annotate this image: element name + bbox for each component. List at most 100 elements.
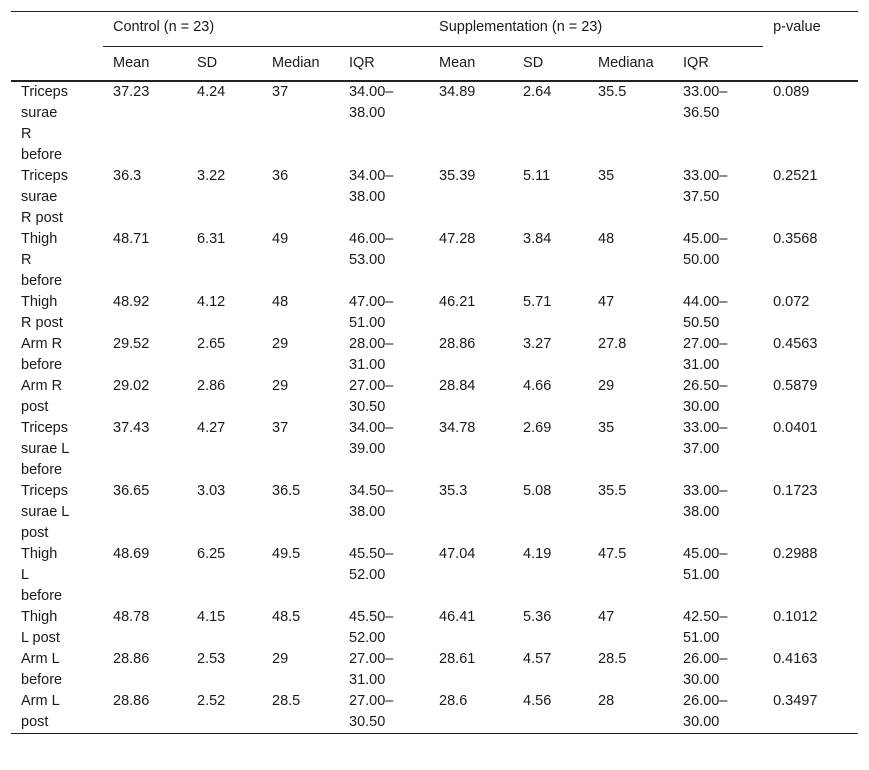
control-mean-cell: 28.86 [113,693,150,709]
supplementation-iqr-cell-line: 50.50 [683,315,720,331]
control-mean-cell: 48.71 [113,231,150,247]
control-sd-cell: 4.12 [197,294,226,310]
supplementation-iqr-cell-line: 26.00– [683,693,728,709]
supplementation-mean-cell: 46.21 [439,294,476,310]
supplementation-mean-cell: 46.41 [439,609,476,625]
table-row: Arm L post 28.86 2.52 28.5 27.00– 30.50 28.6 4.5… [11,691,858,734]
supplementation-mean-cell: 28.84 [439,378,476,394]
row-label: Triceps surae L post [11,481,103,544]
header-empty-cell [11,12,103,47]
control-sd-cell: 2.86 [197,378,226,394]
row-label-line: before [21,672,63,688]
control-mean-cell: 48.92 [113,294,150,310]
supplementation-iqr-cell: 33.00– 37.00 [673,418,763,481]
control-sd-cell: 3.22 [197,168,226,184]
supplementation-median-header: Mediana [588,46,674,82]
supplementation-iqr-cell-line: 37.50 [683,189,720,205]
supplementation-iqr-cell-line: 38.00 [683,504,720,520]
row-label: Arm L before [11,649,103,691]
supplementation-iqr-cell-line: 33.00– [683,168,728,184]
control-iqr-cell: 27.00– 31.00 [339,649,429,691]
control-iqr-cell: 46.00– 53.00 [339,229,429,292]
supplementation-iqr-cell-line: 30.00 [683,672,720,688]
control-iqr-cell-line: 46.00– [349,231,394,247]
row-label-line: surae [21,189,58,205]
row-label-line: surae L [21,504,70,520]
supplementation-mean-cell: 28.86 [439,336,476,352]
control-iqr-cell-line: 38.00 [349,504,386,520]
control-sd-cell: 3.03 [197,483,226,499]
control-mean-cell: 48.69 [113,546,150,562]
row-label-line: R post [21,210,63,226]
control-mean-cell: 28.86 [113,651,150,667]
supplementation-median-cell: 48 [598,231,615,247]
supplementation-mean-cell: 47.28 [439,231,476,247]
supplementation-iqr-cell: 26.00– 30.00 [673,649,763,691]
control-median-cell: 48.5 [272,609,301,625]
pvalue-cell: 0.1723 [773,483,818,499]
row-label: Arm R post [11,376,103,418]
row-label-line: Arm L [21,693,60,709]
control-mean-cell: 37.23 [113,84,150,100]
row-label-line: R [21,126,32,142]
pvalue-cell: 0.5879 [773,378,818,394]
supplementation-median-cell: 28.5 [598,651,627,667]
supplementation-iqr-cell-line: 45.00– [683,546,728,562]
header-sub-row: Mean SD Median IQR Mean SD Mediana IQR [11,46,858,82]
supplementation-median-cell: 47 [598,609,615,625]
control-mean-cell: 29.52 [113,336,150,352]
supplementation-iqr-cell-line: 31.00 [683,357,720,373]
control-iqr-cell: 47.00– 51.00 [339,292,429,334]
control-iqr-cell: 34.00– 38.00 [339,166,429,229]
control-iqr-cell: 34.00– 38.00 [339,81,429,166]
pvalue-cell: 0.3497 [773,693,818,709]
supplementation-sd-cell: 3.84 [523,231,552,247]
row-label: Arm L post [11,691,103,734]
supplementation-iqr-cell-line: 30.00 [683,714,720,730]
row-label-line: before [21,147,63,163]
row-label-line: before [21,588,63,604]
control-iqr-cell-line: 38.00 [349,189,386,205]
row-label-line: post [21,714,49,730]
supplementation-median-cell: 47 [598,294,615,310]
supplementation-sd-cell: 4.66 [523,378,552,394]
row-label-line: Thigh [21,609,58,625]
table-row: Arm L before 28.86 2.53 29 27.00– 31.00 28.61 4.… [11,649,858,691]
row-label: Triceps surae L before [11,418,103,481]
row-label-line: Arm R [21,378,63,394]
control-iqr-header: IQR [339,46,430,82]
supplementation-iqr-header: IQR [673,46,764,82]
supplementation-iqr-cell: 33.00– 36.50 [673,81,763,166]
row-label-line: Triceps [21,168,68,184]
supplementation-group-header: Supplementation (n = 23) [429,11,764,47]
header-empty-cell [11,46,103,82]
row-label: Thigh L post [11,607,103,649]
control-mean-header: Mean [103,46,187,82]
control-iqr-cell-line: 38.00 [349,105,386,121]
row-label: Arm R before [11,334,103,376]
control-iqr-cell-line: 51.00 [349,315,386,331]
control-iqr-cell-line: 30.50 [349,714,386,730]
supplementation-iqr-cell-line: 51.00 [683,630,720,646]
table-row: Arm R before 29.52 2.65 29 28.00– 31.00 28.86 3.… [11,334,858,376]
row-label-line: Arm L [21,651,60,667]
supplementation-sd-cell: 5.71 [523,294,552,310]
supplementation-iqr-cell: 42.50– 51.00 [673,607,763,649]
supplementation-iqr-cell-line: 42.50– [683,609,728,625]
control-median-header: Median [262,46,339,82]
row-label-line: Thigh [21,546,58,562]
supplementation-sd-cell: 2.64 [523,84,552,100]
supplementation-sd-header: SD [513,46,589,82]
control-iqr-cell-line: 34.00– [349,420,394,436]
row-label-line: surae [21,105,58,121]
row-label-line: Thigh [21,294,58,310]
control-iqr-cell: 28.00– 31.00 [339,334,429,376]
supplementation-sd-cell: 5.08 [523,483,552,499]
supplementation-iqr-cell-line: 36.50 [683,105,720,121]
row-label-line: L post [21,630,60,646]
header-group-row: Control (n = 23) Supplementation (n = 23… [11,11,859,82]
control-median-cell: 28.5 [272,693,301,709]
